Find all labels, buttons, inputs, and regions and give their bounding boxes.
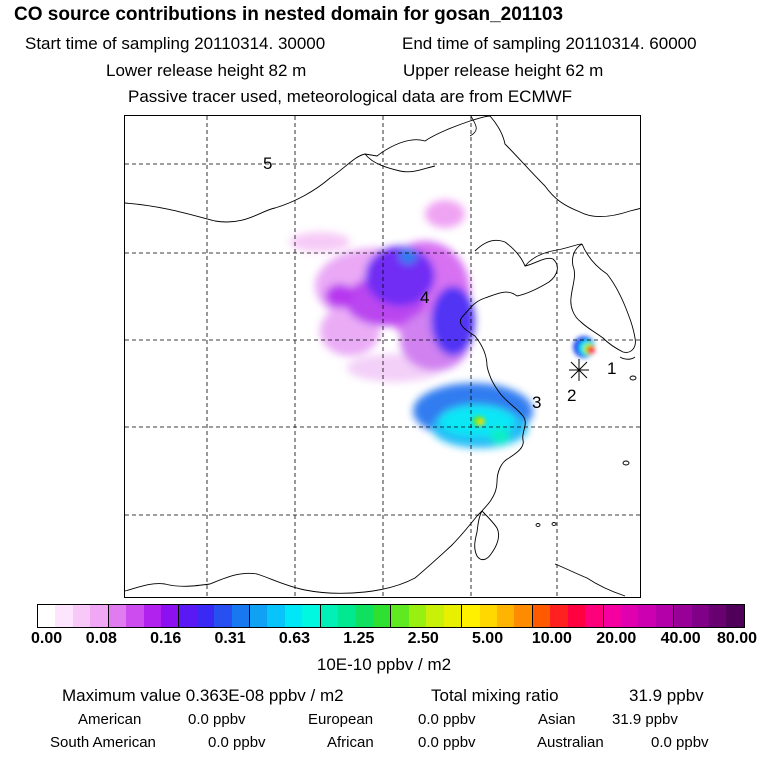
colorbar-segment: [655, 605, 675, 627]
colorbar-tick-label: 2.50: [407, 630, 439, 647]
region-label-1: 1: [607, 359, 617, 378]
colorbar-tick-label: 1.25: [343, 630, 375, 647]
colorbar-tick-label: 80.00: [716, 630, 758, 647]
region-label-4: 4: [420, 288, 430, 307]
colorbar-tick-label: 10.00: [531, 630, 572, 647]
colorbar-segment: [126, 605, 144, 627]
total-mixing-ratio-value: 31.9 ppbv: [629, 686, 704, 705]
colorbar: [37, 604, 745, 628]
map-panel: 1 2 3 4 5: [124, 115, 641, 598]
south-american-value: 0.0 ppbv: [208, 734, 266, 751]
region-label-5: 5: [263, 154, 273, 173]
european-value: 0.0 ppbv: [418, 711, 476, 728]
colorbar-segment: [160, 605, 180, 627]
colorbar-segment: [603, 605, 621, 627]
south-american-label: South American: [50, 734, 156, 751]
country-borders: [469, 116, 626, 597]
map-canvas: [125, 116, 640, 597]
lower-release-height-label: Lower release height 82 m: [106, 61, 307, 80]
colorbar-segment: [72, 605, 91, 627]
colorbar-segment: [408, 605, 427, 627]
australian-value: 0.0 ppbv: [651, 734, 709, 751]
end-time-label: End time of sampling 20110314. 60000: [402, 34, 697, 53]
colorbar-segment: [532, 605, 551, 627]
tracer-info-label: Passive tracer used, meteorological data…: [128, 87, 573, 106]
concentration-plume: [290, 200, 595, 448]
australian-label: Australian: [537, 734, 604, 751]
colorbar-segment: [284, 605, 303, 627]
colorbar-segment: [214, 605, 232, 627]
colorbar-tick-label: 40.00: [660, 630, 701, 647]
region-label-3: 3: [532, 393, 542, 412]
colorbar-segment: [55, 605, 73, 627]
european-label: European: [308, 711, 374, 728]
colorbar-segment: [691, 605, 710, 627]
colorbar-tick-label: 0.63: [278, 630, 311, 647]
colorbar-tick-label: 0.31: [214, 630, 246, 647]
colorbar-unit-label: 10E-10 ppbv / m2: [316, 655, 452, 674]
colorbar-segment: [443, 605, 463, 627]
colorbar-segment: [620, 605, 639, 627]
receptor-star-icon: [569, 359, 589, 381]
colorbar-segment: [496, 605, 515, 627]
african-label: African: [327, 734, 374, 751]
colorbar-segment: [709, 605, 727, 627]
colorbar-tick-label: 0.00: [31, 630, 63, 647]
asian-value: 31.9 ppbv: [612, 711, 678, 728]
american-value: 0.0 ppbv: [188, 711, 246, 728]
colorbar-segment: [38, 605, 56, 627]
colorbar-segment: [726, 605, 744, 627]
colorbar-segment: [338, 605, 356, 627]
colorbar-segment: [550, 605, 568, 627]
colorbar-segment: [143, 605, 161, 627]
start-time-label: Start time of sampling 20110314. 30000: [25, 34, 326, 53]
colorbar-segment: [90, 605, 109, 627]
coastlines: [125, 116, 640, 594]
total-mixing-ratio-label: Total mixing ratio: [431, 686, 559, 705]
colorbar-segment: [479, 605, 497, 627]
colorbar-segment: [250, 605, 268, 627]
colorbar-segment: [373, 605, 392, 627]
colorbar-segment: [426, 605, 444, 627]
colorbar-segment: [638, 605, 656, 627]
colorbar-tick-label: 0.16: [150, 630, 182, 647]
colorbar-segment: [391, 605, 409, 627]
maximum-value-label: Maximum value 0.363E-08 ppbv / m2: [62, 686, 344, 705]
colorbar-segment: [567, 605, 586, 627]
colorbar-segment: [179, 605, 197, 627]
upper-release-height-label: Upper release height 62 m: [403, 61, 604, 80]
american-label: American: [78, 711, 142, 728]
asian-label: Asian: [538, 711, 576, 728]
colorbar-tick-label: 20.00: [596, 630, 637, 647]
colorbar-segment: [231, 605, 251, 627]
colorbar-segment: [320, 605, 339, 627]
colorbar-segment: [302, 605, 321, 627]
colorbar-segment: [674, 605, 692, 627]
lat-lon-grid: [125, 116, 640, 597]
colorbar-tick-label: 5.00: [471, 630, 504, 647]
african-value: 0.0 ppbv: [418, 734, 476, 751]
colorbar-segment: [355, 605, 374, 627]
colorbar-segment: [462, 605, 480, 627]
plot-title: CO source contributions in nested domain…: [14, 4, 564, 25]
colorbar-segment: [585, 605, 604, 627]
region-label-2: 2: [567, 386, 577, 405]
colorbar-segment: [514, 605, 533, 627]
colorbar-tick-label: 0.08: [85, 630, 117, 647]
colorbar-segment: [267, 605, 285, 627]
colorbar-segment: [196, 605, 215, 627]
colorbar-segment: [108, 605, 127, 627]
